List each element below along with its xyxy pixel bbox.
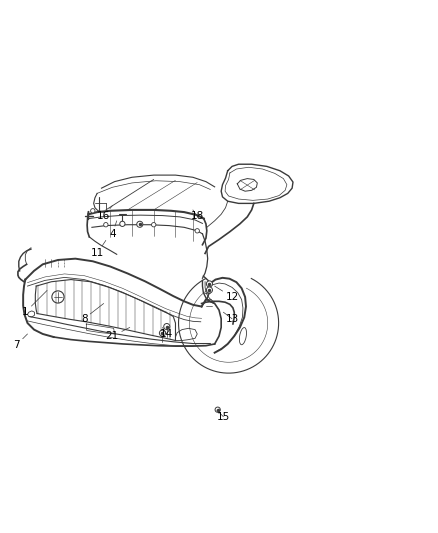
Text: 15: 15 — [217, 410, 230, 422]
Circle shape — [152, 223, 156, 227]
Circle shape — [104, 223, 108, 227]
Circle shape — [120, 221, 125, 227]
Text: 11: 11 — [91, 240, 106, 259]
Text: 16: 16 — [97, 206, 113, 221]
Circle shape — [164, 324, 170, 329]
Circle shape — [195, 229, 199, 233]
Circle shape — [206, 281, 212, 287]
Text: 4: 4 — [109, 221, 117, 239]
Circle shape — [206, 287, 212, 293]
Circle shape — [215, 407, 220, 413]
Text: 21: 21 — [106, 327, 130, 341]
Text: 7: 7 — [13, 334, 28, 350]
Text: 8: 8 — [81, 303, 104, 324]
Circle shape — [91, 208, 95, 213]
Text: 13: 13 — [223, 312, 239, 324]
Circle shape — [137, 221, 143, 228]
Text: 18: 18 — [191, 210, 204, 221]
Circle shape — [159, 330, 166, 336]
Text: 12: 12 — [215, 286, 239, 302]
Text: 1: 1 — [22, 290, 47, 317]
Text: 14: 14 — [160, 327, 173, 339]
